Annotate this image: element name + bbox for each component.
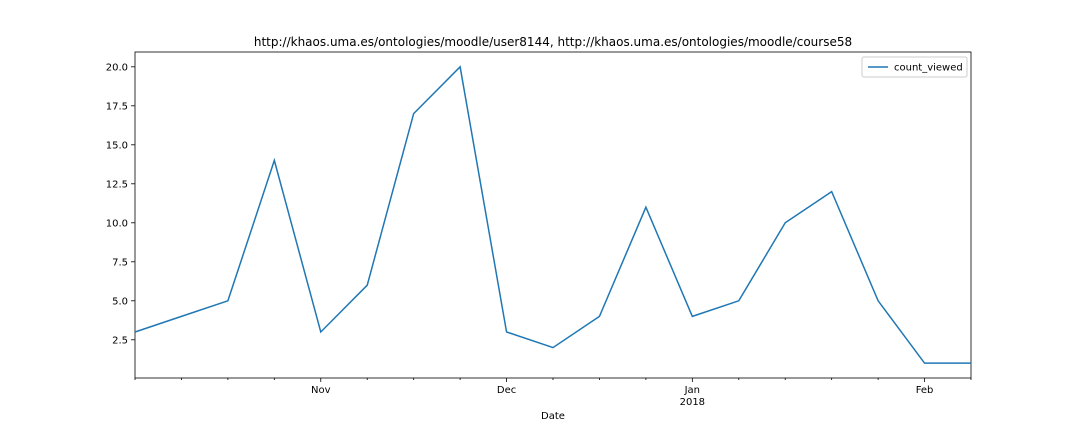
legend-label: count_viewed xyxy=(894,63,963,74)
y-tick-label: 2.5 xyxy=(112,335,128,346)
y-tick-label: 12.5 xyxy=(106,179,128,190)
y-tick-label: 17.5 xyxy=(106,101,128,112)
line-series xyxy=(134,65,971,364)
y-tick-label: 5.0 xyxy=(112,296,128,307)
x-axis-label: Date xyxy=(541,411,565,422)
legend-box xyxy=(861,56,968,78)
y-tick-label: 7.5 xyxy=(112,257,128,268)
x-tick-label: Feb xyxy=(916,385,934,396)
y-tick-label: 20.0 xyxy=(106,62,128,73)
x-tick-label: Jan 2018 xyxy=(680,385,705,408)
plot-frame xyxy=(134,51,972,379)
x-tick-label: Dec xyxy=(497,385,516,396)
chart-title: http://khaos.uma.es/ontologies/moodle/us… xyxy=(254,35,852,49)
y-tick-label: 10.0 xyxy=(106,218,128,229)
x-tick-label: Nov xyxy=(311,385,331,396)
y-tick-label: 15.0 xyxy=(106,140,128,151)
